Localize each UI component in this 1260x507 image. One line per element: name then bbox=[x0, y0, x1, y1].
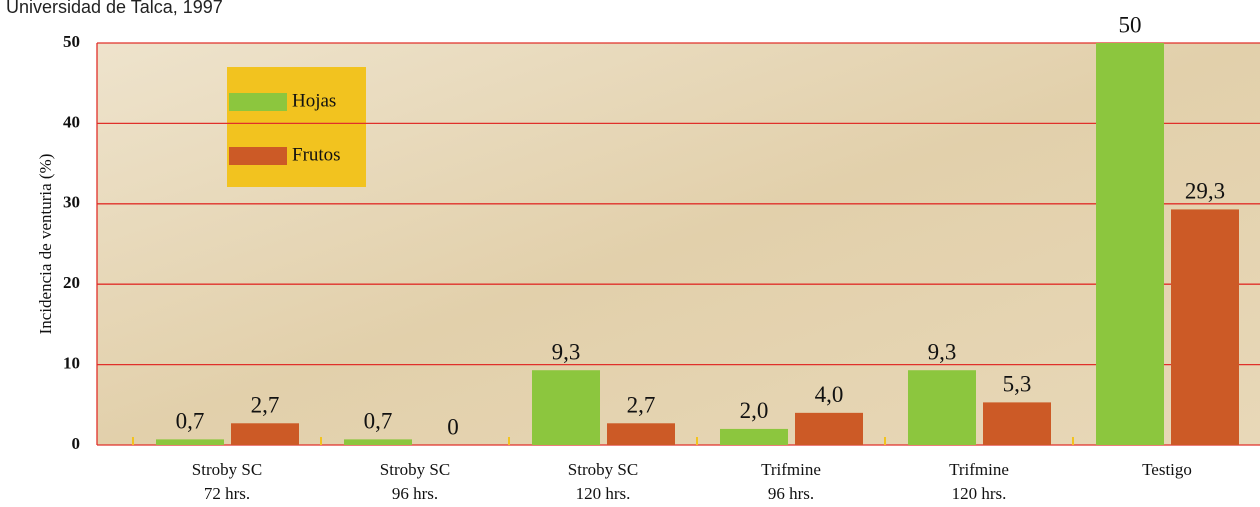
bar bbox=[795, 412, 863, 445]
legend-swatch bbox=[229, 147, 287, 165]
x-tick-label: Testigo bbox=[1142, 460, 1192, 479]
x-tick-label: 120 hrs. bbox=[576, 484, 631, 503]
x-tick-label: 96 hrs. bbox=[392, 484, 438, 503]
legend-label: Hojas bbox=[292, 90, 336, 111]
y-tick-label: 20 bbox=[63, 273, 80, 292]
x-tick-label: 120 hrs. bbox=[952, 484, 1007, 503]
bar bbox=[607, 423, 675, 445]
bar bbox=[983, 402, 1051, 445]
x-tick-label: 96 hrs. bbox=[768, 484, 814, 503]
value-label: 29,3 bbox=[1185, 179, 1225, 204]
x-tick-label: 72 hrs. bbox=[204, 484, 250, 503]
bar bbox=[1096, 43, 1164, 445]
y-tick-label: 30 bbox=[63, 193, 80, 212]
bar bbox=[532, 370, 600, 445]
y-tick-label: 0 bbox=[72, 434, 81, 453]
legend-swatch bbox=[229, 93, 287, 111]
x-tick-label: Trifmine bbox=[761, 460, 821, 479]
x-tick-label: Stroby SC bbox=[380, 460, 450, 479]
value-label: 2,7 bbox=[627, 393, 656, 418]
y-tick-label: 10 bbox=[63, 354, 80, 373]
bar bbox=[231, 423, 299, 445]
y-axis-label: Incidencia de venturia (%) bbox=[36, 154, 55, 335]
legend-label: Frutos bbox=[292, 144, 341, 165]
value-label: 0 bbox=[447, 414, 459, 439]
value-label: 5,3 bbox=[1003, 372, 1032, 397]
bar bbox=[908, 370, 976, 445]
value-label: 50 bbox=[1119, 12, 1142, 37]
value-label: 2,7 bbox=[251, 393, 280, 418]
bar bbox=[720, 428, 788, 445]
subtitle: Universidad de Talca, 1997 bbox=[6, 0, 223, 17]
value-label: 9,3 bbox=[552, 340, 581, 365]
bar bbox=[344, 439, 412, 445]
legend: Hojas Frutos bbox=[227, 67, 366, 187]
x-tick-label: Stroby SC bbox=[568, 460, 638, 479]
y-tick-label: 40 bbox=[63, 112, 80, 131]
value-label: 9,3 bbox=[928, 340, 957, 365]
bar bbox=[156, 439, 224, 445]
y-tick-label: 50 bbox=[63, 32, 80, 51]
x-tick-label: Trifmine bbox=[949, 460, 1009, 479]
value-label: 4,0 bbox=[815, 382, 844, 407]
legend-box bbox=[227, 67, 366, 187]
value-label: 2,0 bbox=[740, 398, 769, 423]
bar bbox=[1171, 209, 1239, 445]
x-tick-label: Stroby SC bbox=[192, 460, 262, 479]
value-label: 0,7 bbox=[364, 409, 393, 434]
value-label: 0,7 bbox=[176, 409, 205, 434]
